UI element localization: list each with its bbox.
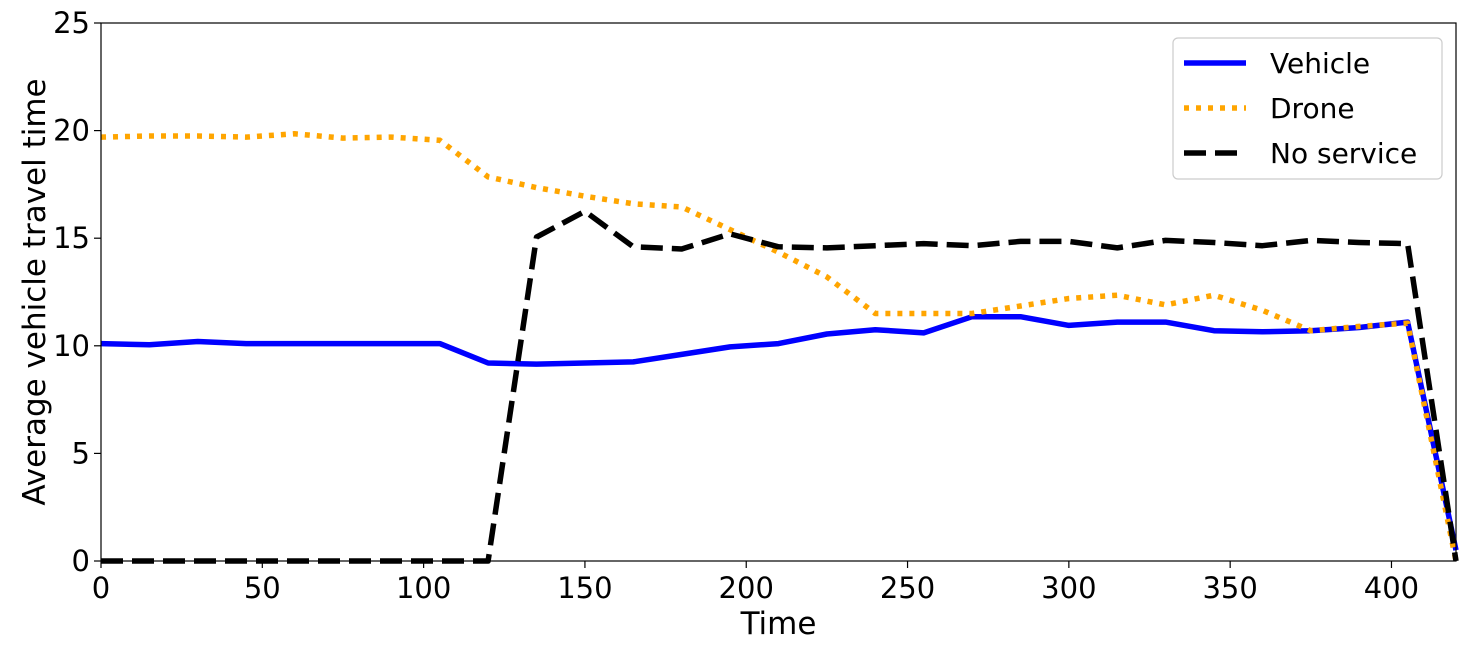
plot-frame <box>100 22 1457 562</box>
x-tick-label: 250 <box>880 571 935 605</box>
x-tick-label: 50 <box>244 571 281 605</box>
y-tick-label: 25 <box>53 6 90 40</box>
y-axis-title: Average vehicle travel time <box>17 78 53 505</box>
x-axis-title: Time <box>740 606 817 642</box>
legend-label-1: Vehicle <box>1270 47 1370 80</box>
x-tick-label: 200 <box>719 571 774 605</box>
legend-label-3: No service <box>1270 137 1417 170</box>
x-tick-label: 300 <box>1041 571 1096 605</box>
legend: Vehicle Drone No service <box>1172 37 1443 180</box>
y-axis: 0 5 10 15 20 25 <box>53 6 101 578</box>
y-tick-label: 0 <box>72 544 90 578</box>
legend-box <box>1172 37 1443 180</box>
x-tick-label: 0 <box>92 571 110 605</box>
x-tick-label: 100 <box>396 571 451 605</box>
y-tick-label: 5 <box>72 436 90 470</box>
y-tick-label: 10 <box>53 329 90 363</box>
y-tick-label: 20 <box>53 114 90 148</box>
x-tick-label: 400 <box>1364 571 1419 605</box>
series-line-3 <box>101 208 1459 564</box>
legend-label-2: Drone <box>1270 92 1355 125</box>
series-line-2 <box>100 131 1459 562</box>
series-line-1 <box>100 313 1459 551</box>
x-tick-label: 350 <box>1202 571 1257 605</box>
y-tick-label: 15 <box>53 221 90 255</box>
x-axis: 0 50 100 150 200 250 300 350 400 <box>92 561 1419 605</box>
x-tick-label: 150 <box>557 571 612 605</box>
plot-lines <box>100 131 1459 564</box>
